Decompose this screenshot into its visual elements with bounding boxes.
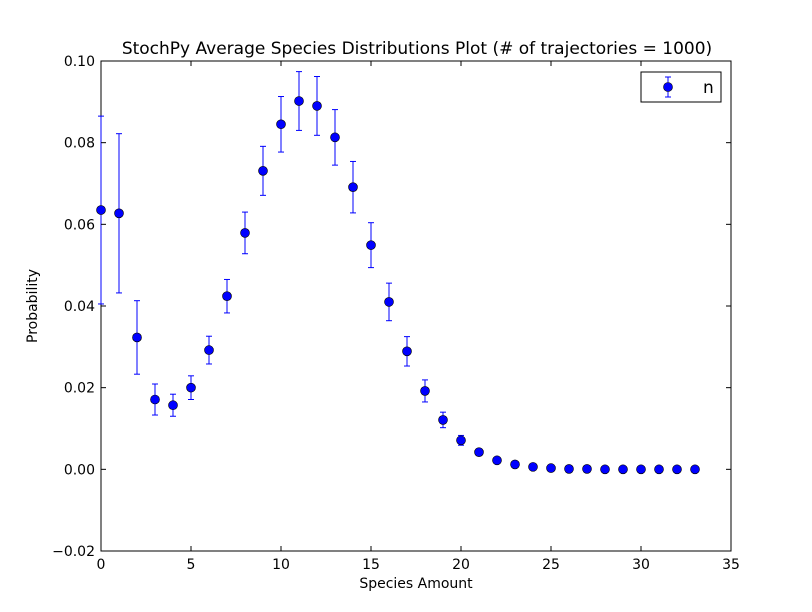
- axes-frame: [100, 60, 732, 552]
- x-tick-label: 0: [97, 557, 106, 573]
- data-point: [168, 400, 178, 411]
- x-tick-label: 5: [187, 557, 196, 573]
- data-point: [600, 464, 610, 475]
- data-point: [672, 464, 682, 475]
- data-point: [636, 464, 646, 475]
- plot-area: [96, 60, 732, 552]
- data-point: [384, 297, 394, 307]
- data-point: [276, 119, 286, 130]
- data-point: [348, 182, 358, 192]
- data-point: [114, 208, 124, 219]
- y-axis-label: Probability: [25, 269, 41, 343]
- data-point: [690, 464, 700, 475]
- y-tick-label: 0.08: [64, 136, 95, 152]
- data-point: [330, 132, 340, 143]
- x-tick-label: 10: [272, 557, 290, 573]
- data-point: [132, 332, 142, 343]
- x-tick-label: 35: [722, 557, 740, 573]
- chart-title: StochPy Average Species Distributions Pl…: [122, 39, 712, 59]
- y-tick-label: 0.06: [64, 217, 95, 233]
- data-point: [366, 240, 376, 250]
- x-axis-ticks: 0 5 10 15 20 25 30 35: [97, 61, 740, 573]
- data-point: [402, 346, 412, 357]
- legend-box: [640, 71, 722, 103]
- data-point: [186, 382, 196, 393]
- data-point: [438, 415, 448, 425]
- data-markers: [96, 96, 700, 475]
- legend-marker: [663, 82, 673, 92]
- y-tick-label: 0.02: [64, 381, 95, 397]
- y-axis-ticks: −0.02 0.00 0.02 0.04 0.06 0.08 0.10: [52, 54, 731, 560]
- legend-label: n: [703, 78, 714, 98]
- data-point: [474, 447, 484, 457]
- data-point: [492, 455, 502, 466]
- data-point: [294, 96, 304, 106]
- y-tick-label: 0.00: [64, 462, 95, 478]
- data-point: [258, 166, 268, 176]
- data-point: [582, 464, 592, 474]
- data-point: [546, 463, 556, 473]
- data-point: [456, 435, 466, 446]
- data-point: [312, 101, 322, 111]
- x-axis-label: Species Amount: [359, 576, 473, 592]
- data-point: [420, 386, 430, 396]
- legend: n: [640, 71, 722, 103]
- y-tick-label: 0.10: [64, 54, 95, 70]
- data-point: [150, 394, 160, 405]
- data-point: [564, 464, 574, 474]
- x-tick-label: 30: [632, 557, 650, 573]
- data-point: [618, 464, 628, 475]
- data-point: [240, 228, 250, 238]
- data-point: [96, 205, 106, 215]
- y-tick-label: 0.04: [64, 299, 95, 315]
- x-tick-label: 25: [542, 557, 560, 573]
- x-tick-label: 15: [362, 557, 380, 573]
- data-point: [654, 464, 664, 475]
- data-point: [510, 459, 520, 470]
- error-bars: [98, 71, 554, 470]
- data-point: [204, 345, 214, 355]
- y-tick-label: −0.02: [52, 544, 95, 560]
- data-point: [528, 462, 538, 472]
- x-tick-label: 20: [452, 557, 470, 573]
- data-point: [222, 291, 232, 302]
